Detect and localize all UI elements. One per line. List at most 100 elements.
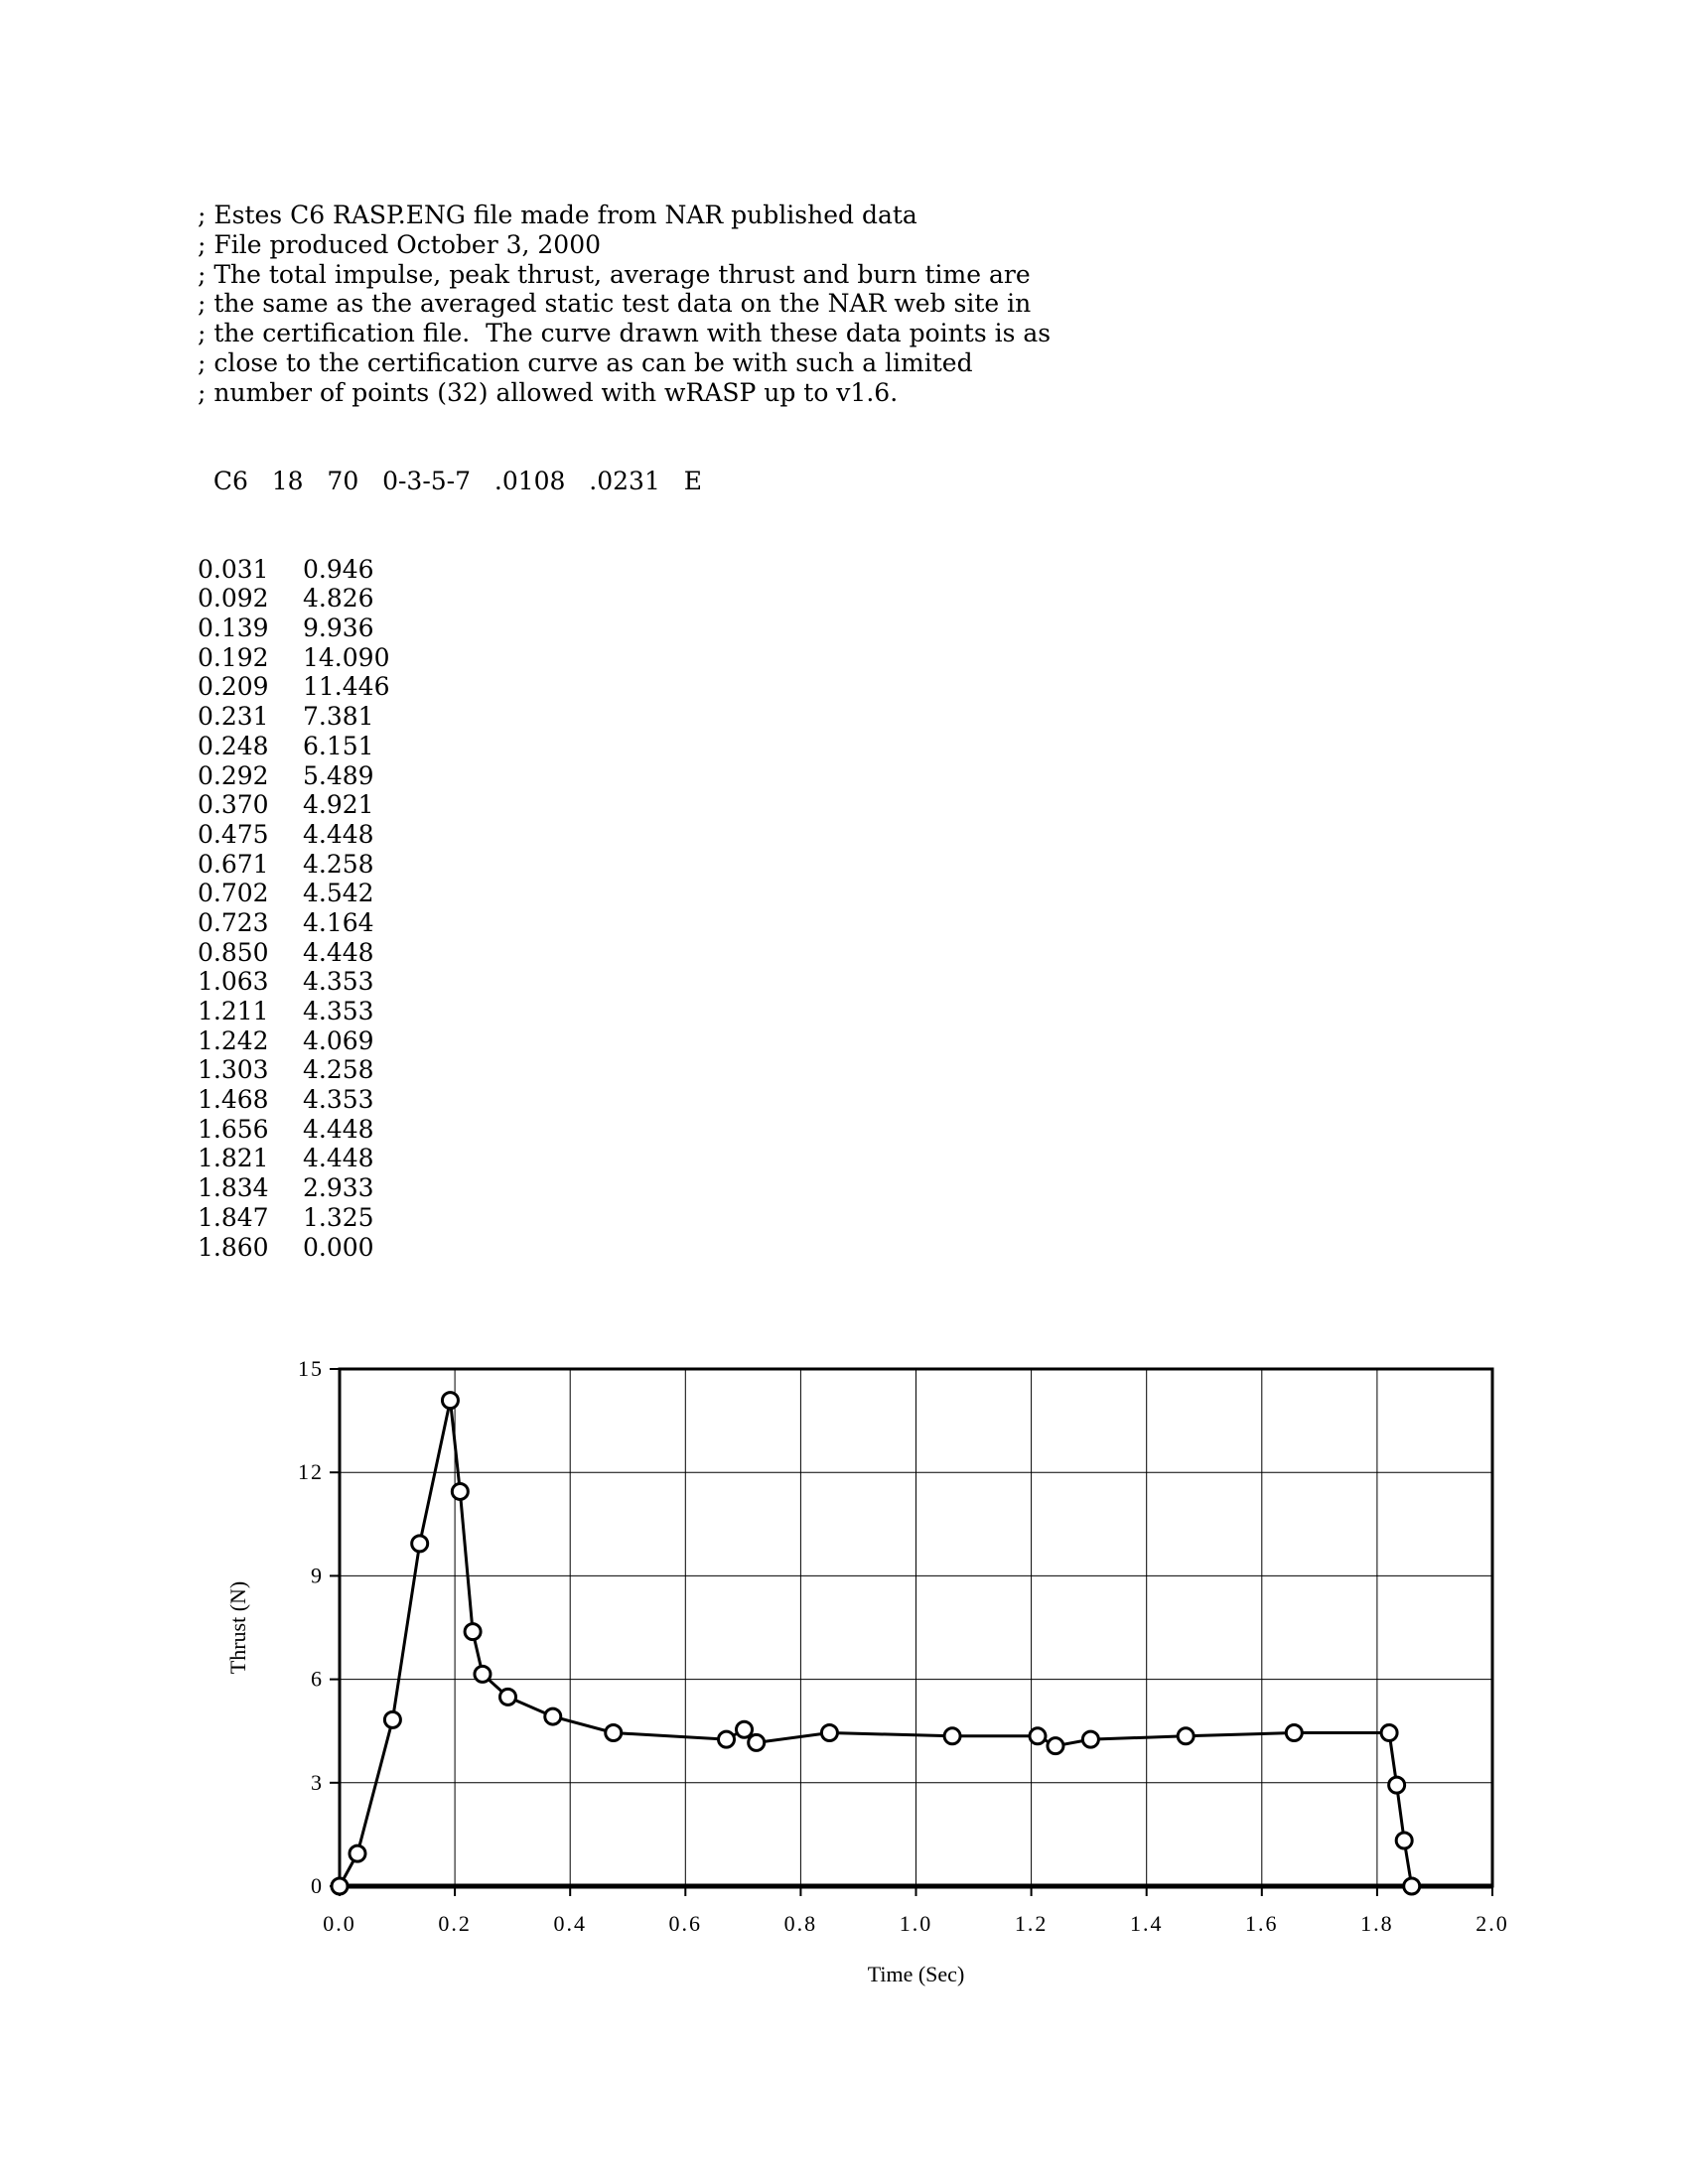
data-row: 0.370 4.921 [198,790,1051,820]
eng-file-text: ; Estes C6 RASP.ENG file made from NAR p… [198,142,1051,1292]
time-value: 0.092 [198,584,269,614]
data-row: 1.242 4.069 [198,1026,1051,1056]
data-point [543,1706,563,1726]
x-tick-label: 1.2 [1015,1911,1049,1936]
time-value: 0.850 [198,937,269,967]
series-line [338,1400,1414,1887]
time-value: 0.139 [198,614,269,643]
data-point [942,1726,962,1746]
time-value: 1.242 [198,1025,269,1055]
y-tick-label: 15 [298,1356,324,1381]
thrust-value: 0.000 [303,1232,374,1262]
time-value: 0.209 [198,672,269,702]
data-point [1028,1726,1048,1746]
data-row: 1.303 4.258 [198,1055,1051,1085]
thrust-value: 4.258 [303,849,374,879]
time-value: 1.468 [198,1085,269,1115]
data-row: 1.468 4.353 [198,1085,1051,1115]
thrust-value: 4.448 [303,1144,374,1173]
x-tick-label: 0.2 [438,1911,472,1936]
data-point [747,1732,767,1752]
data-point [1080,1729,1100,1749]
data-point [1387,1775,1407,1795]
data-point [330,1876,350,1896]
y-tick-label: 0 [311,1873,324,1898]
time-value: 0.292 [198,760,269,790]
data-row: 0.209 11.446 [198,672,1051,702]
time-value: 0.475 [198,819,269,849]
data-point [1402,1876,1422,1896]
data-point [410,1534,430,1554]
time-value: 0.192 [198,642,269,672]
data-row: 1.860 0.000 [198,1233,1051,1263]
data-point [1284,1723,1304,1743]
data-point [1176,1726,1196,1746]
x-tick-label: 1.6 [1245,1911,1279,1936]
thrust-value: 4.448 [303,1114,374,1144]
time-value: 1.303 [198,1055,269,1085]
data-row: 0.031 0.946 [198,555,1051,585]
thrust-value: 4.353 [303,1085,374,1115]
data-point [735,1719,755,1739]
data-row: 1.821 4.448 [198,1144,1051,1173]
data-row: 0.671 4.258 [198,850,1051,880]
data-point [473,1664,492,1684]
data-row: 0.475 4.448 [198,820,1051,850]
comment-line: ; Estes C6 RASP.ENG file made from NAR p… [198,201,917,230]
thrust-value: 11.446 [303,672,390,702]
data-row: 0.248 6.151 [198,732,1051,761]
thrust-value: 4.826 [303,584,374,614]
comment-line: ; number of points (32) allowed with wRA… [198,377,899,407]
y-axis-title: Thrust (N) [225,1581,250,1674]
thrust-value: 4.448 [303,937,374,967]
thrust-value: 6.151 [303,731,374,760]
thrust-value: 4.353 [303,967,374,997]
thrust-value: 4.542 [303,879,374,908]
data-point [463,1622,483,1642]
thrust-value: 4.921 [303,790,374,820]
thrust-value: 7.381 [303,702,374,732]
data-row: 1.847 1.325 [198,1203,1051,1233]
time-value: 1.821 [198,1144,269,1173]
time-value: 0.723 [198,907,269,937]
x-tick-label: 0.6 [669,1911,703,1936]
data-row: 0.850 4.448 [198,938,1051,968]
data-point [450,1481,470,1501]
y-tick-label: 3 [311,1770,324,1795]
thrust-value: 4.448 [303,819,374,849]
comment-line: ; close to the certification curve as ca… [198,347,973,377]
data-row: 0.192 14.090 [198,643,1051,673]
comment-line: ; the certification file. The curve draw… [198,319,1052,348]
thrust-value: 4.164 [303,907,374,937]
y-tick-label: 9 [311,1563,324,1587]
time-value: 0.370 [198,790,269,820]
x-tick-label: 1.8 [1360,1911,1394,1936]
x-axis-title: Time (Sec) [868,1962,965,1986]
y-tick-label: 12 [298,1459,324,1484]
comment-line: ; the same as the averaged static test d… [198,289,1032,319]
data-row: 0.702 4.542 [198,879,1051,908]
data-row: 1.834 2.933 [198,1173,1051,1203]
thrust-value: 0.946 [303,554,374,584]
data-point [819,1723,839,1743]
x-tick-label: 1.4 [1130,1911,1164,1936]
time-value: 1.834 [198,1173,269,1203]
data-row: 1.063 4.353 [198,967,1051,997]
x-tick-label: 0.8 [784,1911,818,1936]
data-row: 0.092 4.826 [198,584,1051,614]
time-value: 1.847 [198,1202,269,1232]
time-value: 0.248 [198,731,269,760]
data-point [717,1729,737,1749]
x-tick-label: 1.0 [900,1911,933,1936]
x-tick-label: 2.0 [1476,1911,1509,1936]
thrust-value: 4.069 [303,1025,374,1055]
data-row: 1.211 4.353 [198,997,1051,1026]
time-value: 0.702 [198,879,269,908]
data-row: 0.292 5.489 [198,761,1051,791]
data-point [382,1709,402,1729]
data-point [1046,1736,1065,1756]
data-point [1379,1723,1399,1743]
comment-line: ; The total impulse, peak thrust, averag… [198,259,1031,289]
x-tick-label: 0.4 [553,1911,587,1936]
